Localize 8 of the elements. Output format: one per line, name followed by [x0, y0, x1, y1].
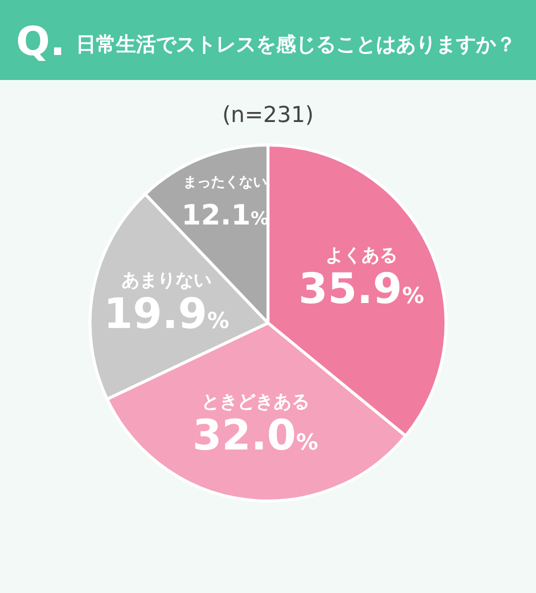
text: Q.: [16, 19, 66, 65]
slice-label: よくある: [325, 244, 398, 266]
slice-label: ときどきある: [201, 391, 310, 412]
chart-title: 日常生活でストレスを感じることはありますか？: [76, 32, 516, 56]
slice-label: まったくない: [183, 174, 268, 191]
chart-subtitle: (n=231): [222, 103, 314, 128]
data-label: 32.0%: [192, 410, 318, 460]
data-label: 35.9%: [298, 264, 424, 313]
